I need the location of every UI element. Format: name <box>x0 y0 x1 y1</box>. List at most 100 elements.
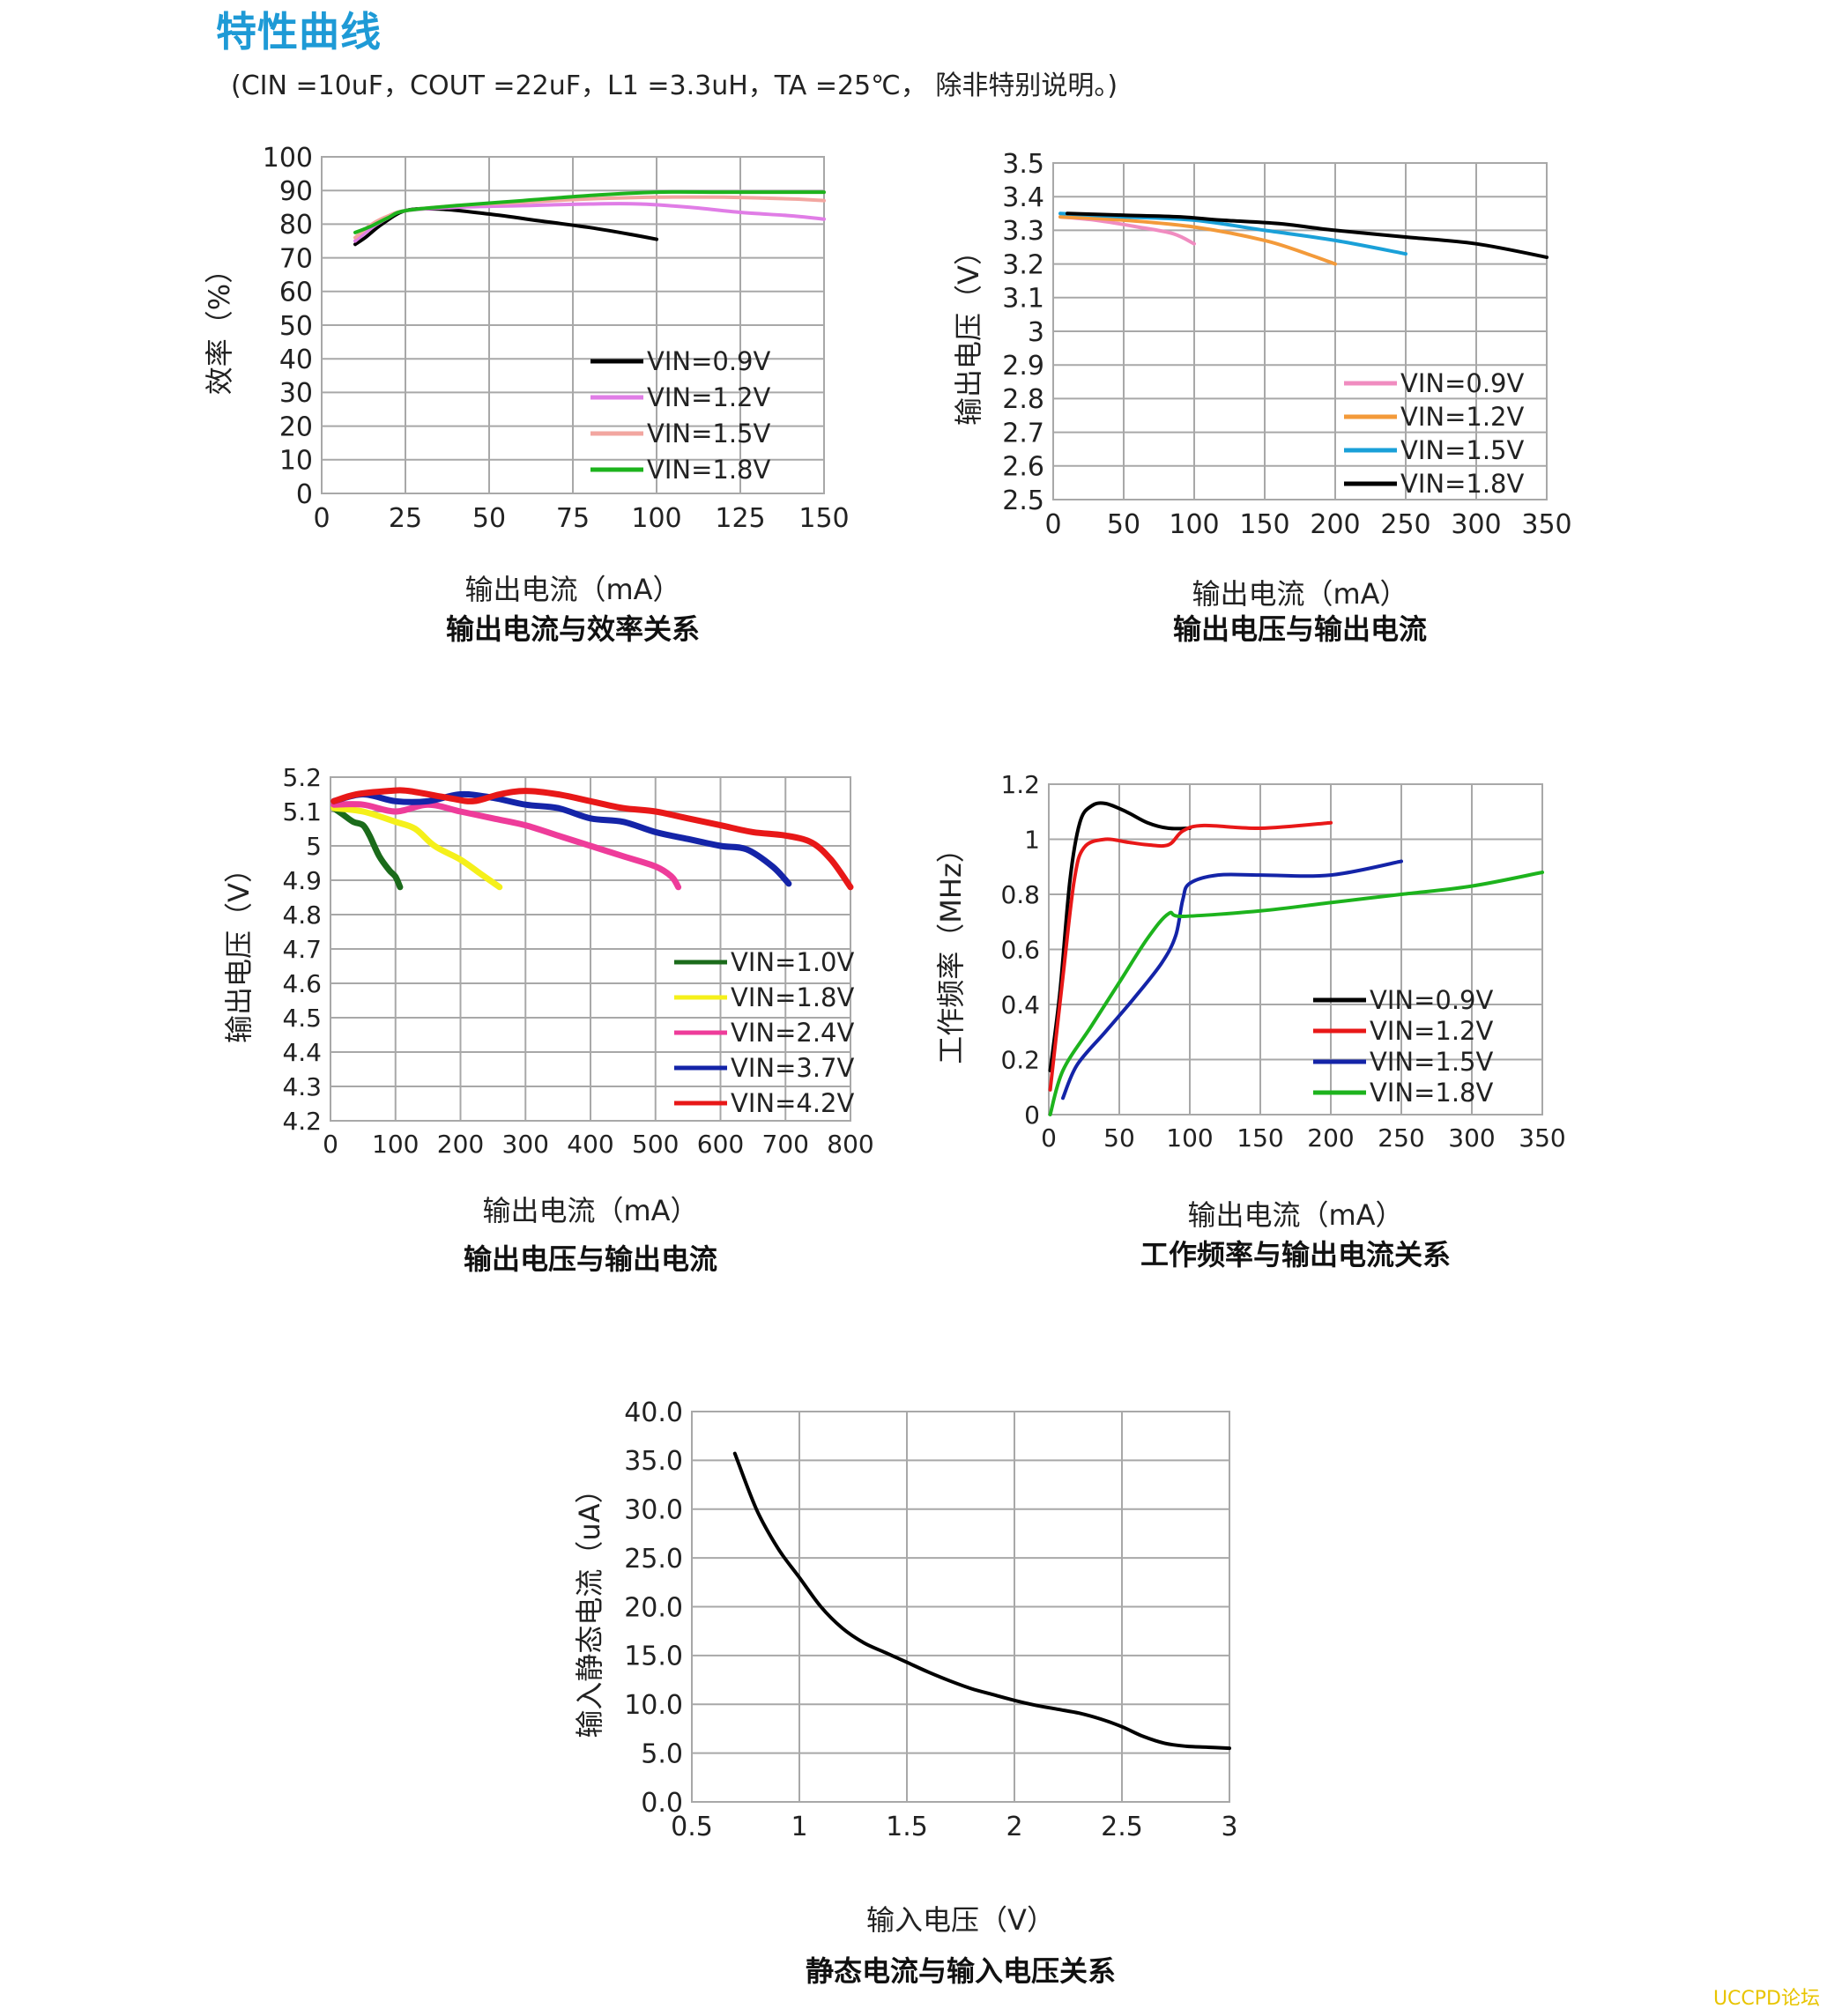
x-tick-label: 250 <box>1380 509 1430 540</box>
x-tick-label: 125 <box>715 503 765 534</box>
y-tick-label: 80 <box>279 210 313 241</box>
x-tick-label: 350 <box>1521 509 1571 540</box>
series-line-vin0.9v <box>353 206 658 247</box>
quiescent-svg: 0.5 1 1.5 2 2.5 30.05.010.015.020.025.030.035… <box>573 1397 1238 1988</box>
y-tick-label: 90 <box>279 176 313 207</box>
efficiency-chart: 0 25 50 75 100 125 150 0 10 20 30 40 50 60 70 80 90 100 VI… <box>203 141 855 670</box>
chart-caption: 工作频率与输出电流关系 <box>1140 1238 1451 1271</box>
x-tick-label: 25 <box>389 503 422 534</box>
vout-iout-1-svg: 0 50 100 150 200 250 300 350 2.52.6 2.72.82.933.1… <box>952 149 1572 646</box>
x-axis-label: 输入电压（V） <box>866 1903 1055 1937</box>
x-tick-label: 200 <box>1307 1123 1354 1153</box>
x-tick-label: 3 <box>1221 1812 1237 1842</box>
x-tick-label: 100 <box>1169 509 1219 540</box>
legend-label: VIN=0.9V <box>1400 368 1525 398</box>
x-tick-label: 2 <box>1006 1812 1022 1842</box>
y-tick-label: 30.0 <box>624 1495 683 1526</box>
y-tick-label: 3.5 <box>1002 149 1044 180</box>
y-axis-label: 效率（%） <box>203 256 236 395</box>
x-tick-label: 100 <box>1166 1123 1213 1153</box>
y-tick-label: 4.4 <box>282 1038 322 1067</box>
series-line-vin3.7v <box>330 790 792 887</box>
chart-caption: 静态电流与输入电压关系 <box>806 1954 1116 1988</box>
x-axis-label: 输出电流（mA） <box>1192 577 1407 611</box>
x-tick-label: 2.5 <box>1101 1812 1143 1842</box>
y-tick-label: 5.0 <box>641 1738 683 1769</box>
legend-label: VIN=3.7V <box>731 1053 855 1083</box>
y-tick-label: 3.3 <box>1002 216 1044 247</box>
test-conditions: (CIN =10uF，COUT =22uF，L1 =3.3uH，TA =25℃，… <box>231 70 1118 101</box>
efficiency-svg: 0 25 50 75 100 125 1500102030405060708090100VI… <box>203 143 850 646</box>
x-tick-label: 150 <box>1239 509 1289 540</box>
legend-label: VIN=1.8V <box>731 982 855 1012</box>
x-tick-label: 50 <box>1107 509 1140 540</box>
x-axis-label: 输出电流（mA） <box>464 573 680 606</box>
y-tick-label: 10 <box>279 446 313 477</box>
quiescent-current-chart: 0.5 1 1.5 2 2.5 3 0.0 5.0 10.0 15.0 20.0 25.0 30.0 35… <box>564 1392 1269 2009</box>
x-tick-label: 300 <box>1451 509 1501 540</box>
legend-label: VIN=1.2V <box>647 382 771 412</box>
legend-label: VIN=1.0V <box>731 947 855 977</box>
series-line-vin1.0v <box>330 804 404 891</box>
series-line-vin4.2v <box>330 787 854 891</box>
series-line-vin1.2v <box>1048 820 1333 1092</box>
y-tick-label: 2.5 <box>1002 485 1044 516</box>
series-line-vin1.5v <box>1061 859 1403 1101</box>
y-tick-label: 30 <box>279 378 313 409</box>
y-tick-label: 2.7 <box>1002 418 1044 448</box>
plot-frame <box>1048 783 1543 1115</box>
x-tick-label: 400 <box>567 1130 613 1159</box>
x-tick-label: 0.5 <box>671 1812 713 1842</box>
y-tick-label: 10.0 <box>624 1690 683 1721</box>
y-tick-label: 4.9 <box>282 866 322 895</box>
y-axis-label: 工作频率（MHz） <box>934 834 968 1064</box>
watermark: UCCPD论坛 <box>1712 1988 1820 2010</box>
y-tick-label: 2.8 <box>1002 384 1044 415</box>
vout-iout-chart-2: 0 100 200 300 400 500 600 700 800 4.2 4.3 4.4 4.5 4.6… <box>220 758 874 1322</box>
y-tick-label: 1.2 <box>1000 770 1040 799</box>
y-tick-label: 20 <box>279 411 313 442</box>
frequency-svg: 0 50 100 150 200 250 300 350 0 0.2 0.4 0.6 0.8 1 1.2 VI… <box>934 770 1566 1271</box>
x-tick-label: 200 <box>1310 509 1360 540</box>
y-tick-label: 5 <box>306 832 322 861</box>
x-tick-label: 0 <box>313 503 330 534</box>
y-tick-label: 4.7 <box>282 935 322 964</box>
y-tick-label: 0.4 <box>1000 990 1040 1019</box>
vout-iout-chart-1: 0 50 100 150 200 250 300 350 2.5 2.6 2.7 2.8 2.9 3 3.1… <box>952 141 1639 670</box>
x-tick-label: 100 <box>631 503 681 534</box>
legend-label: VIN=0.9V <box>647 346 771 376</box>
legend-label: VIN=1.2V <box>1370 1016 1494 1046</box>
y-tick-label: 100 <box>263 143 313 174</box>
x-tick-label: 50 <box>1103 1123 1135 1153</box>
x-tick-label: 0 <box>1041 1123 1057 1153</box>
x-tick-label: 350 <box>1519 1123 1565 1153</box>
x-tick-label: 100 <box>372 1130 419 1159</box>
y-axis-label: 输出电压（V） <box>952 237 985 426</box>
legend-label: VIN=1.5V <box>1400 435 1525 465</box>
x-tick-label: 150 <box>1237 1123 1283 1153</box>
y-tick-label: 2.6 <box>1002 452 1044 483</box>
x-tick-label: 150 <box>798 503 849 534</box>
legend-label: VIN=4.2V <box>731 1088 855 1118</box>
y-tick-label: 0.8 <box>1000 880 1040 909</box>
x-tick-label: 700 <box>762 1130 809 1159</box>
chart-caption: 输出电压与输出电流 <box>1173 612 1427 646</box>
series-line-vin2.4v <box>330 801 682 891</box>
y-tick-label: 25.0 <box>624 1544 683 1575</box>
x-tick-label: 50 <box>472 503 506 534</box>
legend-label: VIN=1.8V <box>647 455 771 485</box>
series-line-vin0.9v <box>1048 801 1192 1072</box>
y-tick-label: 0 <box>1024 1101 1040 1130</box>
chart-caption: 输出电压与输出电流 <box>464 1242 717 1276</box>
y-tick-label: 40 <box>279 345 313 375</box>
series-line-vin1.8v <box>1066 211 1548 259</box>
x-axis-label: 输出电流（mA） <box>1187 1198 1403 1232</box>
series-line-main <box>732 1451 1231 1751</box>
y-tick-label: 4.5 <box>282 1004 322 1033</box>
x-tick-label: 0 <box>1044 509 1061 540</box>
page-title: 特性曲线 <box>216 8 382 56</box>
x-tick-label: 800 <box>827 1130 873 1159</box>
x-tick-label: 1 <box>791 1812 807 1842</box>
x-tick-label: 75 <box>556 503 590 534</box>
legend-label: VIN=1.2V <box>1400 402 1525 432</box>
